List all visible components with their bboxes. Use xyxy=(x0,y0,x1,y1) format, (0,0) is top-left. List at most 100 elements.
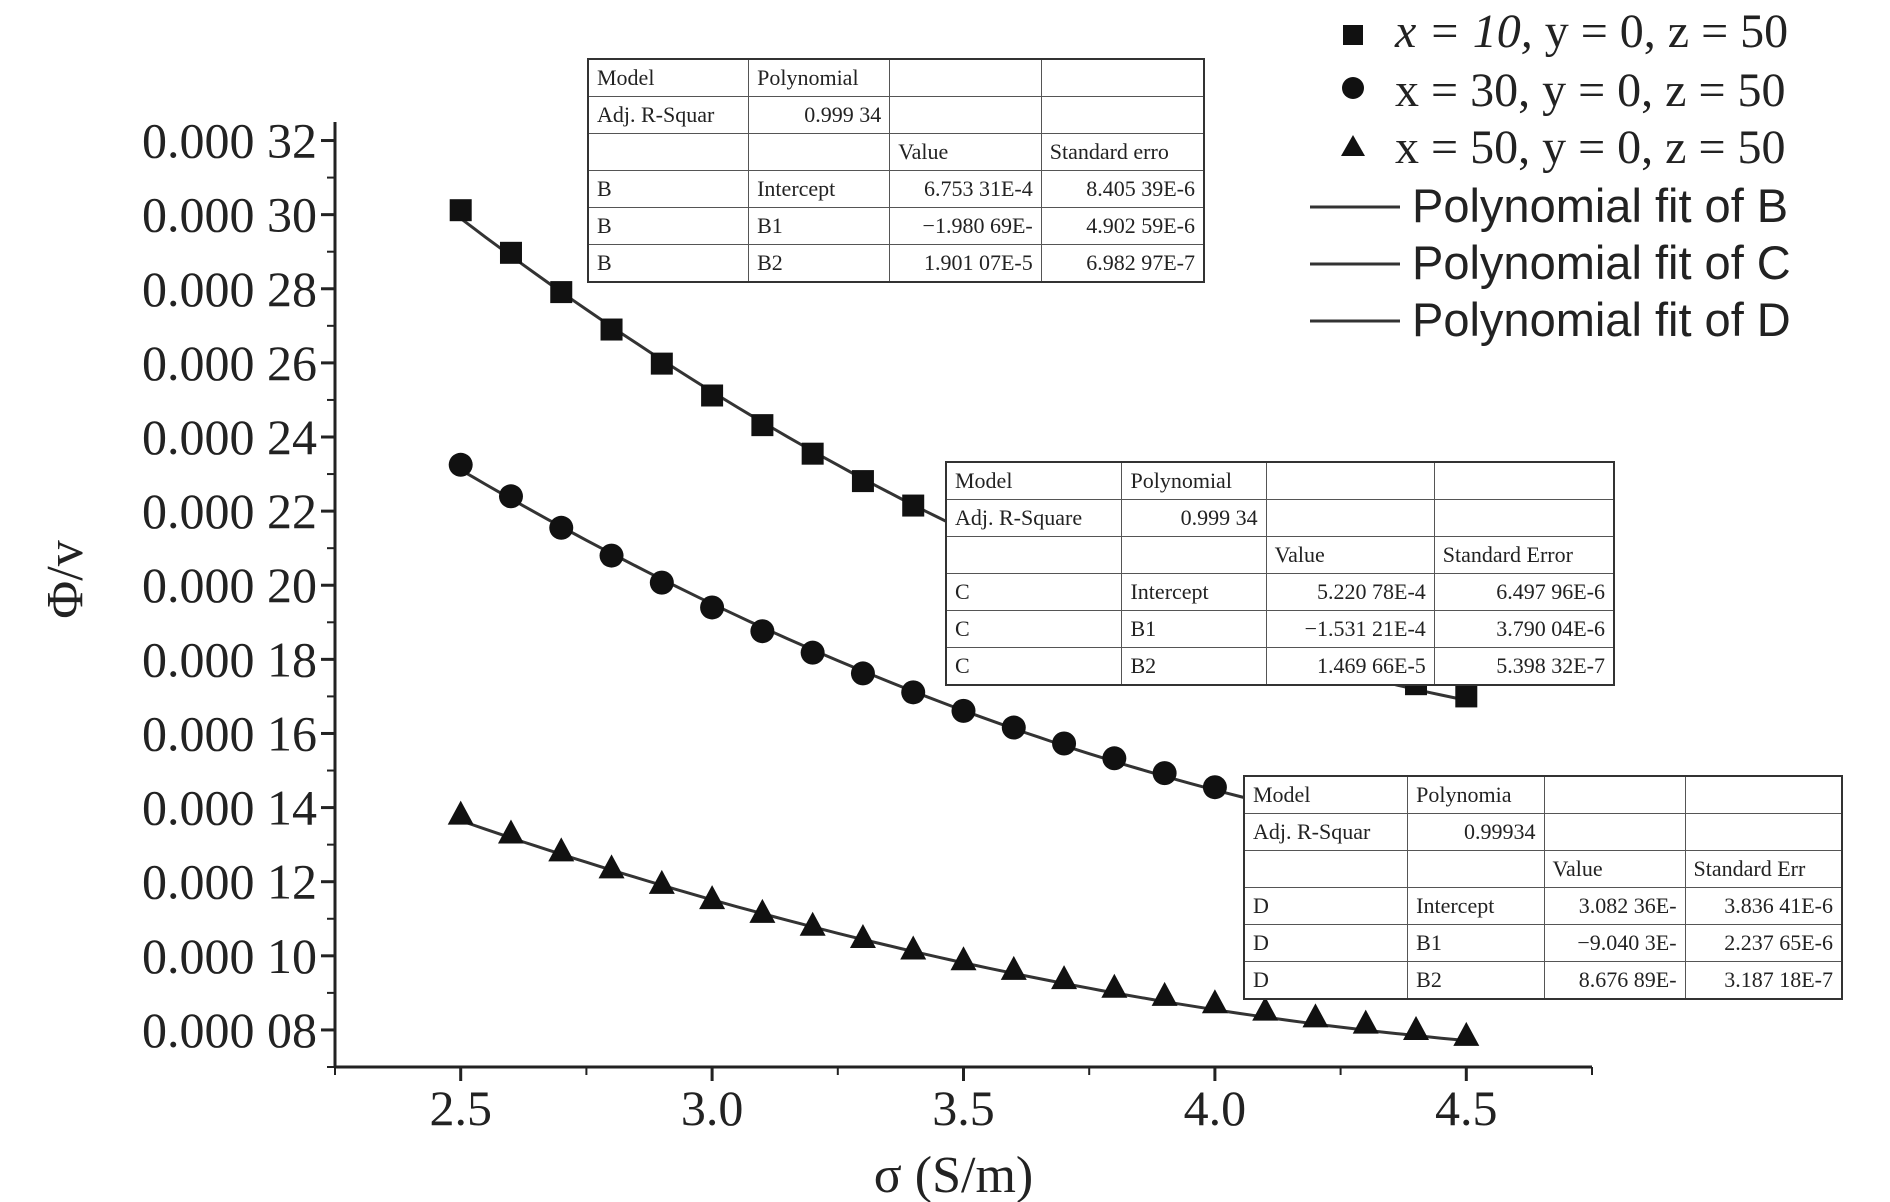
table-cell: Polynomial xyxy=(748,58,891,97)
data-point-triangle xyxy=(1453,1021,1480,1046)
data-point-circle xyxy=(498,484,523,509)
data-point-triangle xyxy=(1201,989,1228,1014)
table-cell: Polynomia xyxy=(1407,775,1545,814)
table-cell: B2 xyxy=(1407,961,1545,1000)
table-cell: B1 xyxy=(748,207,891,245)
data-point-square xyxy=(600,318,623,341)
table-cell xyxy=(1243,850,1409,888)
data-point-circle xyxy=(750,619,775,644)
data-point-circle xyxy=(549,515,574,540)
data-point-triangle xyxy=(1051,965,1078,990)
data-point-triangle xyxy=(598,854,625,879)
legend-entry-fit-0: Polynomial fit of B xyxy=(1310,179,1788,232)
table-cell: Adj. R-Squar xyxy=(587,96,750,134)
y-tick-label: 0.000 28 xyxy=(142,261,317,317)
table-row: B Intercept 6.753 31E-4 8.405 39E-6 xyxy=(587,170,1205,208)
data-point-square xyxy=(1455,685,1478,708)
table-cell: B2 xyxy=(748,244,891,283)
table-cell: 4.902 59E-6 xyxy=(1040,207,1205,245)
legend-label-series-1-z: z = 50 xyxy=(1665,64,1785,117)
table-cell: B2 xyxy=(1121,647,1267,686)
x-tick-label: 4.0 xyxy=(1184,1080,1247,1136)
table-cell xyxy=(945,536,1123,574)
data-point-triangle xyxy=(648,869,675,894)
table-cell xyxy=(889,96,1042,134)
table-cell: 6.982 97E-7 xyxy=(1040,244,1205,283)
y-tick-label: 0.000 26 xyxy=(142,335,317,391)
table-cell xyxy=(1265,499,1435,537)
table-cell: 5.398 32E-7 xyxy=(1433,647,1615,686)
data-point-circle xyxy=(951,698,976,723)
table-cell: 0.99934 xyxy=(1407,813,1545,851)
table-cell: Intercept xyxy=(1407,887,1545,925)
legend-marker-circle xyxy=(1342,77,1364,99)
table-cell: 1.469 66E-5 xyxy=(1265,647,1435,686)
y-axis-label: Φ/v xyxy=(37,540,94,618)
table-cell: 3.082 36E- xyxy=(1543,887,1686,925)
data-point-circle xyxy=(800,640,825,665)
data-point-square xyxy=(701,384,724,407)
legend-label-fit-1: Polynomial fit of C xyxy=(1412,236,1791,289)
table-row: Model Polynomial xyxy=(945,461,1615,500)
fit-table-d: Model Polynomia Adj. R-Squar 0.99934 Value St… xyxy=(1243,775,1843,1000)
table-row: Adj. R-Squar 0.99934 xyxy=(1243,813,1843,851)
table-cell xyxy=(1407,850,1545,888)
y-tick-label: 0.000 12 xyxy=(142,854,317,910)
fit-table-c: Model Polynomial Adj. R-Square 0.999 34 Valu… xyxy=(945,461,1615,686)
table-cell: Standard Err xyxy=(1684,850,1843,888)
table-row: Model Polynomia xyxy=(1243,775,1843,814)
table-row: Adj. R-Squar 0.999 34 xyxy=(587,96,1205,134)
x-tick-label: 3.5 xyxy=(932,1080,995,1136)
y-tick-label: 0.000 08 xyxy=(142,1002,317,1058)
data-point-circle xyxy=(649,570,674,595)
legend-label-fit-0: Polynomial fit of B xyxy=(1412,179,1788,232)
legend-marker-square xyxy=(1343,25,1363,45)
data-point-square xyxy=(650,352,673,375)
table-row: Value Standard Error xyxy=(945,536,1615,574)
axes: 0.000 08 0.000 10 0.000 12 0.000 14 0.000 16… xyxy=(37,113,1593,1202)
legend-label-series-2-z: z = 50 xyxy=(1665,121,1785,174)
fit-table-b: Model Polynomial Adj. R-Squar 0.999 34 Value… xyxy=(587,58,1205,283)
data-point-circle xyxy=(1202,775,1227,800)
data-point-triangle xyxy=(1252,996,1279,1021)
y-tick-label: 0.000 22 xyxy=(142,483,317,539)
data-point-circle xyxy=(1102,746,1127,771)
table-cell: C xyxy=(945,610,1123,648)
table-cell xyxy=(1684,813,1843,851)
table-cell: B1 xyxy=(1121,610,1267,648)
data-point-circle xyxy=(901,680,926,705)
y-tick-label: 0.000 18 xyxy=(142,631,317,687)
table-cell: 8.405 39E-6 xyxy=(1040,170,1205,208)
table-cell: 5.220 78E-4 xyxy=(1265,573,1435,611)
table-cell xyxy=(1040,58,1205,97)
table-cell: Standard erro xyxy=(1040,133,1205,171)
table-cell: D xyxy=(1243,887,1409,925)
table-cell: 3.836 41E-6 xyxy=(1684,887,1843,925)
table-cell: D xyxy=(1243,924,1409,962)
table-cell: 2.237 65E-6 xyxy=(1684,924,1843,962)
table-cell: 8.676 89E- xyxy=(1543,961,1686,1000)
table-cell xyxy=(1121,536,1267,574)
table-cell: C xyxy=(945,647,1123,686)
table-cell: B xyxy=(587,244,750,283)
table-cell: Model xyxy=(1243,775,1409,814)
data-point-triangle xyxy=(849,924,876,949)
y-tick-label: 0.000 16 xyxy=(142,705,317,761)
data-point-triangle xyxy=(447,800,474,825)
data-point-square xyxy=(449,199,472,222)
svg-text:x = 30, y = 0, z = 50: x = 30, y = 0, z = 50 xyxy=(1395,64,1786,117)
legend-label-series-2-y: y = 0, xyxy=(1542,121,1665,174)
table-cell: 0.999 34 xyxy=(1121,499,1267,537)
data-point-triangle xyxy=(1403,1015,1430,1040)
svg-text:x = 10, y = 0, z = 50: x = 10, y = 0, z = 50 xyxy=(1394,5,1788,58)
table-row: C Intercept 5.220 78E-4 6.497 96E-6 xyxy=(945,573,1615,611)
legend-label-series-0-y: y = 0, xyxy=(1545,5,1668,58)
table-cell: −9.040 3E- xyxy=(1543,924,1686,962)
table-cell: B xyxy=(587,170,750,208)
data-point-triangle xyxy=(548,837,575,862)
table-cell: Polynomial xyxy=(1121,461,1267,500)
table-cell xyxy=(1040,96,1205,134)
table-row: Value Standard erro xyxy=(587,133,1205,171)
legend-entry-series-1: x = 30, y = 0, z = 50 xyxy=(1342,64,1786,117)
table-cell: Standard Error xyxy=(1433,536,1615,574)
